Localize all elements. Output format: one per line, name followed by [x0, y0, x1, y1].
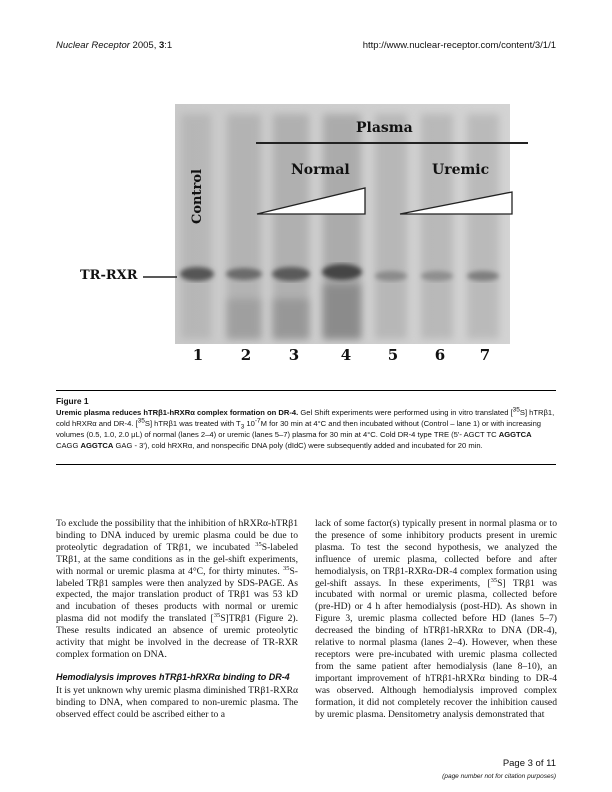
superscript: 35: [512, 406, 520, 414]
caption-text: 10: [244, 419, 255, 428]
caption-text: M for 30 min at 4°C and then incubated w…: [56, 419, 542, 439]
right-column: lack of some factor(s) typically present…: [315, 518, 557, 720]
caption-text: S] hTRβ1, cold hRXRα and DR-4. [: [56, 408, 555, 428]
superscript: -7: [254, 417, 261, 425]
running-header-citation: Nuclear Receptor 2005, 3:1: [56, 40, 172, 51]
lane-number: 2: [240, 346, 252, 364]
paragraph: To exclude the possibility that the inhi…: [56, 518, 298, 661]
year: 2005,: [129, 40, 159, 51]
paragraph: lack of some factor(s) typically present…: [315, 518, 557, 720]
superscript: 35: [490, 576, 498, 584]
section-subheading: Hemodialysis improves hTRβ1-hRXRα bindin…: [56, 671, 290, 682]
plasma-bracket-line: [256, 142, 528, 144]
journal-url[interactable]: http://www.nuclear-receptor.com/content/…: [362, 40, 556, 51]
uremic-concentration-wedge: [399, 191, 513, 215]
caption-title: Uremic plasma reduces hTRβ1-hRXRα comple…: [56, 408, 299, 417]
superscript: 35: [255, 540, 262, 548]
text: S-labeled TRβ1, at the same conditions a…: [56, 541, 298, 577]
uremic-label: Uremic: [432, 162, 490, 178]
normal-label: Normal: [291, 162, 350, 178]
text: S] TRβ1 was incubated with normal or ure…: [315, 577, 558, 720]
volume: 3: [158, 40, 165, 51]
text: S]TRβ1 (Figure 2). These results indicat…: [56, 613, 298, 660]
gel-shift-image: [175, 104, 510, 344]
control-label: Control: [190, 169, 205, 224]
superscript: 35: [282, 564, 290, 572]
text: To exclude the possibility that the inhi…: [56, 518, 298, 553]
figure-label: Figure 1: [56, 396, 89, 406]
normal-concentration-wedge: [256, 187, 366, 215]
left-column: To exclude the possibility that the inhi…: [56, 518, 298, 721]
caption-text: CAGG: [56, 441, 81, 450]
caption-top-rule: [56, 390, 556, 391]
lane-number: 5: [387, 346, 399, 364]
issue: :1: [164, 40, 173, 51]
superscript: 35: [137, 417, 145, 425]
band-arrow-line: [143, 276, 177, 278]
lane-number: 7: [479, 346, 491, 364]
lane-number: 1: [192, 346, 204, 364]
caption-bottom-rule: [56, 464, 556, 465]
caption-text: GAG - 3'), cold hRXRα, and nonspecific D…: [113, 441, 483, 450]
plasma-label: Plasma: [356, 120, 413, 136]
caption-text: S] hTRβ1 was treated with T: [144, 419, 241, 428]
journal-name: Nuclear Receptor: [56, 40, 130, 51]
figure-caption: Figure 1 Uremic plasma reduces hTRβ1-hRX…: [56, 396, 556, 451]
caption-text: Gel Shift experiments were performed usi…: [298, 408, 513, 417]
lane-number: 6: [434, 346, 446, 364]
paragraph: It is yet unknown why uremic plasma dimi…: [56, 684, 298, 720]
text: lack of some factor(s) typically present…: [315, 518, 557, 589]
superscript: 35: [213, 612, 221, 620]
caption-sequence: AGGTCA: [80, 441, 114, 450]
caption-sequence: AGGTCA: [498, 430, 532, 439]
lane-number: 4: [340, 346, 352, 364]
citation-note: (page number not for citation purposes): [442, 773, 556, 780]
text: S-labeled TRβ1 samples were then analyze…: [56, 565, 298, 625]
tr-rxr-band-label: TR-RXR: [80, 268, 138, 283]
page-number: Page 3 of 11: [502, 758, 556, 769]
lane-number: 3: [288, 346, 300, 364]
subscript: 3: [240, 423, 245, 431]
